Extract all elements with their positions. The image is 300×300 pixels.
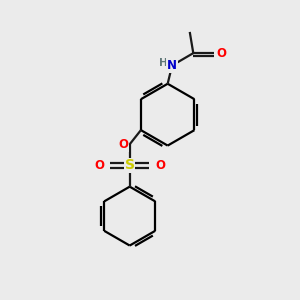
Text: S: S [125, 158, 135, 172]
Text: O: O [118, 138, 128, 151]
Text: H: H [160, 58, 168, 68]
Text: O: O [216, 46, 226, 60]
Text: O: O [94, 159, 104, 172]
Text: O: O [155, 159, 165, 172]
Text: N: N [167, 59, 177, 72]
